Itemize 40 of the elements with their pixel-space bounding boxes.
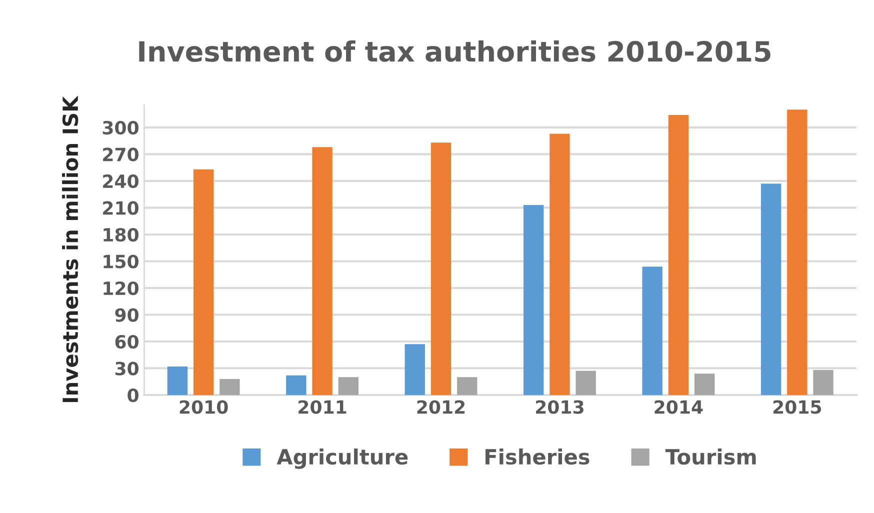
bar [312, 147, 332, 396]
legend-label: Fisheries [486, 448, 590, 465]
legend-label: Tourism [665, 448, 756, 465]
bar [457, 377, 478, 396]
bar [286, 375, 306, 396]
y-tick-label: 30 [115, 362, 138, 376]
x-tick-label: 2015 [773, 400, 822, 414]
bar [430, 142, 452, 396]
bar [220, 378, 240, 396]
y-tick-label: 90 [115, 308, 138, 322]
y-tick-label: 120 [104, 281, 138, 296]
legend-label: Agriculture [276, 448, 408, 469]
y-tick-label: 240 [103, 174, 138, 188]
x-tick-label: 2011 [298, 400, 346, 414]
bar [576, 370, 596, 396]
bar [404, 344, 425, 396]
x-tick-label: 2012 [417, 400, 465, 414]
y-tick-label: 150 [104, 254, 138, 268]
bar [760, 184, 782, 396]
bar [193, 169, 214, 396]
bar [642, 266, 662, 396]
y-tick-label: 0 [128, 388, 138, 402]
x-tick-label: 2010 [180, 400, 228, 414]
bar [524, 205, 544, 396]
bar [338, 377, 358, 396]
y-tick-label: 270 [103, 148, 138, 162]
bar [694, 374, 715, 396]
chart-title: Investment of tax authorities 2010-2015 [139, 40, 770, 62]
y-tick-label: 210 [103, 201, 138, 215]
bar [813, 370, 834, 396]
bar [550, 134, 570, 396]
y-tick-label: 300 [102, 120, 138, 135]
x-tick-label: 2014 [654, 400, 703, 414]
bar [167, 366, 188, 396]
y-axis-title: Investments in million ISK [62, 96, 78, 402]
bar [668, 114, 689, 396]
y-tick-label: 60 [115, 334, 138, 349]
bar [787, 110, 808, 396]
y-tick-label: 180 [104, 228, 138, 242]
x-tick-label: 2013 [536, 400, 584, 414]
